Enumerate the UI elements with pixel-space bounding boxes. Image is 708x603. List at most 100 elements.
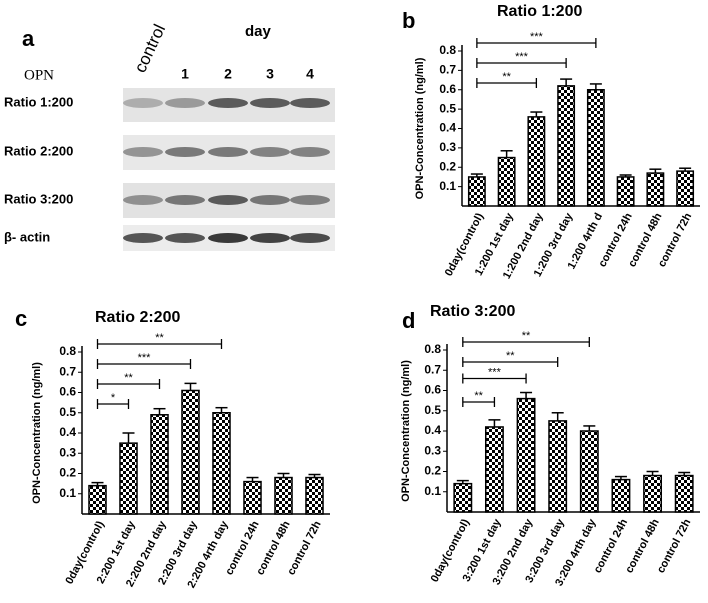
y-tick-label: 0.1 — [439, 179, 456, 193]
error-bar — [277, 472, 290, 478]
band — [123, 147, 163, 157]
error-bar — [551, 412, 564, 421]
error-bar — [614, 475, 627, 480]
bar — [305, 476, 324, 515]
band — [208, 233, 248, 243]
y-tick-label: 0.7 — [439, 63, 456, 77]
band — [123, 233, 163, 243]
band — [250, 195, 290, 205]
band — [208, 98, 248, 108]
significance-label: *** — [530, 31, 544, 43]
chart-title: Ratio 1:200 — [497, 3, 582, 20]
band — [250, 147, 290, 157]
blot-strip — [123, 135, 335, 170]
y-tick-label: 0.8 — [424, 342, 441, 356]
y-tick-label: 0.2 — [59, 466, 76, 480]
error-bar — [122, 432, 135, 444]
significance-label: ** — [474, 390, 483, 402]
lane-label: 3 — [266, 66, 274, 82]
lane-label: control — [130, 21, 169, 75]
significance-bracket — [476, 78, 538, 88]
y-tick-label: 0.6 — [439, 82, 456, 96]
significance-bracket — [462, 373, 527, 384]
error-bar — [589, 83, 602, 90]
significance-label: *** — [515, 51, 529, 63]
y-tick-label: 0.3 — [424, 443, 441, 457]
bar — [467, 176, 486, 207]
error-bar — [488, 419, 501, 427]
bar — [497, 156, 516, 207]
y-tick-label: 0.4 — [424, 423, 441, 437]
panel-letter: d — [402, 308, 415, 333]
error-bar — [649, 168, 662, 174]
y-tick-label: 0.8 — [59, 344, 76, 358]
chart-title: Ratio 2:200 — [95, 309, 180, 326]
error-bar — [470, 173, 483, 177]
bar — [616, 176, 635, 207]
y-tick-label: 0.3 — [439, 140, 456, 154]
band — [290, 147, 330, 157]
error-bar — [583, 425, 596, 431]
y-tick-label: 0.7 — [59, 364, 76, 378]
band — [165, 98, 205, 108]
significance-label: ** — [502, 71, 511, 83]
error-bar — [184, 382, 197, 391]
significance-label: * — [111, 392, 116, 404]
error-bar — [246, 476, 259, 482]
band — [165, 233, 205, 243]
lane-label: 1 — [181, 66, 189, 82]
error-bar — [619, 174, 632, 177]
significance-label: ** — [522, 330, 531, 342]
band — [165, 147, 205, 157]
band — [290, 233, 330, 243]
bar — [586, 89, 605, 207]
bar — [646, 172, 665, 207]
blot-panel: a day OPN — [22, 23, 335, 251]
row-label: β- actin — [4, 229, 50, 244]
error-bar — [560, 78, 573, 86]
bar — [274, 476, 293, 515]
y-tick-label: 0.8 — [439, 43, 456, 57]
band — [208, 195, 248, 205]
significance-label: *** — [488, 366, 502, 378]
panel-letter: a — [22, 26, 35, 51]
error-bar — [215, 406, 228, 413]
error-bar — [530, 111, 543, 117]
bar — [557, 85, 576, 207]
y-tick-label: 0.5 — [424, 403, 441, 417]
significance-bracket — [462, 337, 590, 347]
y-tick-label: 0.2 — [439, 159, 456, 173]
significance-bracket — [462, 357, 559, 367]
protein-label: OPN — [24, 67, 54, 83]
error-bar — [153, 407, 166, 415]
y-tick-label: 0.6 — [424, 383, 441, 397]
y-tick-label: 0.5 — [59, 405, 76, 419]
bar — [527, 116, 546, 207]
blot-header: day — [245, 23, 272, 40]
significance-bracket — [96, 379, 161, 389]
band — [123, 195, 163, 205]
error-bar — [679, 167, 692, 172]
bar — [453, 482, 473, 513]
panel-letter: c — [15, 306, 27, 331]
chart-title: Ratio 3:200 — [430, 303, 515, 320]
error-bar — [646, 470, 659, 476]
y-tick-label: 0.7 — [424, 362, 441, 376]
band — [208, 147, 248, 157]
bar — [611, 478, 631, 513]
significance-bracket — [462, 397, 496, 407]
significance-bracket — [476, 38, 597, 48]
y-tick-label: 0.4 — [439, 121, 456, 135]
bar — [643, 474, 663, 513]
y-tick-label: 0.6 — [59, 385, 76, 399]
band — [250, 98, 290, 108]
significance-bracket — [96, 399, 130, 409]
significance-bracket — [96, 339, 223, 349]
band — [250, 233, 290, 243]
x-tick-label: control 72h — [655, 517, 694, 575]
bar — [484, 426, 504, 513]
bar — [150, 414, 169, 515]
y-axis-label: OPN-Concentration (ng/ml) — [31, 362, 43, 504]
error-bar — [308, 473, 321, 478]
